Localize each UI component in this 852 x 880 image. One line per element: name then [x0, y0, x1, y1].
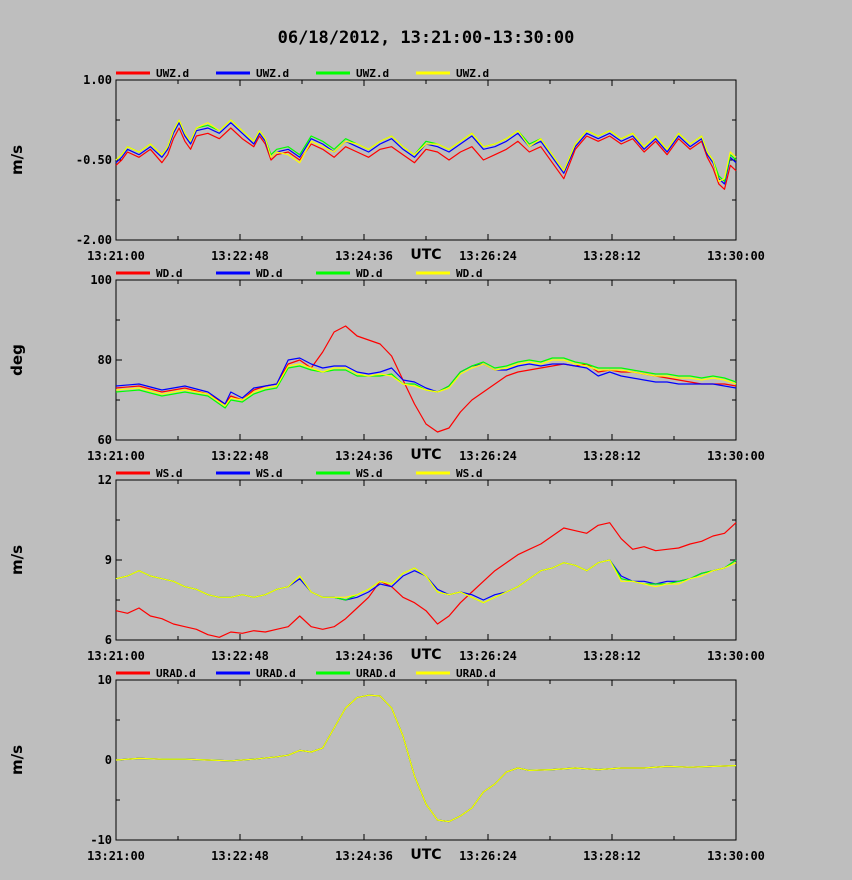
- y-axis-label: m/s: [8, 145, 26, 175]
- legend-entry: URAD.d: [456, 667, 496, 680]
- y-tick-label: 9: [105, 553, 112, 567]
- x-tick-label: 13:28:12: [583, 849, 641, 863]
- y-axis-label: m/s: [8, 545, 26, 575]
- x-tick-label: 13:24:36: [335, 449, 393, 463]
- x-tick-label: 13:21:00: [87, 649, 145, 663]
- y-tick-label: 100: [90, 273, 112, 287]
- panel-3: 6 9 12 13:21:00 13:22:48 13:24:36 13:26:24 13:2…: [8, 467, 765, 663]
- legend-entry: WS.d: [456, 467, 483, 480]
- y-tick-label: -2.00: [76, 233, 112, 247]
- x-tick-label: 13:26:24: [459, 649, 517, 663]
- x-tick-label: 13:30:00: [707, 449, 765, 463]
- series-line: [115, 122, 737, 185]
- x-tick-label: 13:24:36: [335, 249, 393, 263]
- chart-title: 06/18/2012, 13:21:00-13:30:00: [277, 28, 575, 48]
- legend-entry: WS.d: [156, 467, 183, 480]
- legend-entry: WS.d: [256, 467, 283, 480]
- y-axis-label: m/s: [8, 745, 26, 775]
- x-tick-label: 13:30:00: [707, 249, 765, 263]
- x-tick-label: 13:22:48: [211, 649, 269, 663]
- legend-entry: UWZ.d: [256, 67, 289, 80]
- x-axis-label: UTC: [410, 647, 441, 663]
- y-tick-label: 0: [105, 753, 112, 767]
- plot-frame: [115, 479, 737, 641]
- y-tick-label: 60: [98, 433, 112, 447]
- legend-entry: UWZ.d: [356, 67, 389, 80]
- y-tick-label: -0.50: [76, 153, 112, 167]
- x-tick-label: 13:24:36: [335, 849, 393, 863]
- legend-entry: WD.d: [256, 267, 283, 280]
- series-line: [115, 127, 737, 190]
- y-tick-label: -10: [90, 833, 112, 847]
- y-axis-label: deg: [8, 344, 26, 376]
- x-tick-label: 13:22:48: [211, 449, 269, 463]
- series-line: [115, 522, 737, 638]
- legend-entry: UWZ.d: [456, 67, 489, 80]
- y-tick-label: 1.00: [83, 73, 112, 87]
- y-tick-label: 10: [98, 673, 112, 687]
- x-tick-label: 13:26:24: [459, 249, 517, 263]
- x-tick-label: 13:28:12: [583, 449, 641, 463]
- x-axis-label: UTC: [410, 447, 441, 463]
- x-tick-label: 13:30:00: [707, 649, 765, 663]
- x-tick-label: 13:21:00: [87, 249, 145, 263]
- legend-entry: WS.d: [356, 467, 383, 480]
- legend-entry: URAD.d: [356, 667, 396, 680]
- panel-1: -2.00 -0.50 1.00 13:21:00 13:22:48 13:24:36 13…: [8, 67, 765, 263]
- x-tick-label: 13:24:36: [335, 649, 393, 663]
- legend-entry: WD.d: [156, 267, 183, 280]
- x-tick-label: 13:21:00: [87, 449, 145, 463]
- x-tick-label: 13:21:00: [87, 849, 145, 863]
- x-tick-label: 13:26:24: [459, 849, 517, 863]
- x-tick-label: 13:22:48: [211, 849, 269, 863]
- legend-entry: WD.d: [456, 267, 483, 280]
- plot-frame: [115, 79, 737, 241]
- panel-4: -10 0 10 13:21:00 13:22:48 13:24:36 13:26:24 13…: [8, 667, 765, 863]
- x-tick-label: 13:28:12: [583, 249, 641, 263]
- legend-entry: URAD.d: [156, 667, 196, 680]
- series-line: [115, 694, 737, 823]
- x-tick-label: 13:22:48: [211, 249, 269, 263]
- legend-entry: URAD.d: [256, 667, 296, 680]
- x-tick-label: 13:26:24: [459, 449, 517, 463]
- x-tick-label: 13:28:12: [583, 649, 641, 663]
- series-line: [115, 559, 737, 604]
- series-line: [115, 359, 737, 407]
- x-axis-label: UTC: [410, 847, 441, 863]
- series-line: [115, 357, 737, 409]
- panel-2: 60 80 100 13:21:00 13:22:48 13:24:36 13:26:24 1…: [8, 267, 765, 463]
- legend-entry: WD.d: [356, 267, 383, 280]
- plot-frame: [115, 279, 737, 441]
- x-axis-label: UTC: [410, 247, 441, 263]
- y-tick-label: 80: [98, 353, 112, 367]
- x-tick-label: 13:30:00: [707, 849, 765, 863]
- y-tick-label: 6: [105, 633, 112, 647]
- y-tick-label: 12: [98, 473, 112, 487]
- series-line: [115, 119, 737, 182]
- legend-entry: UWZ.d: [156, 67, 189, 80]
